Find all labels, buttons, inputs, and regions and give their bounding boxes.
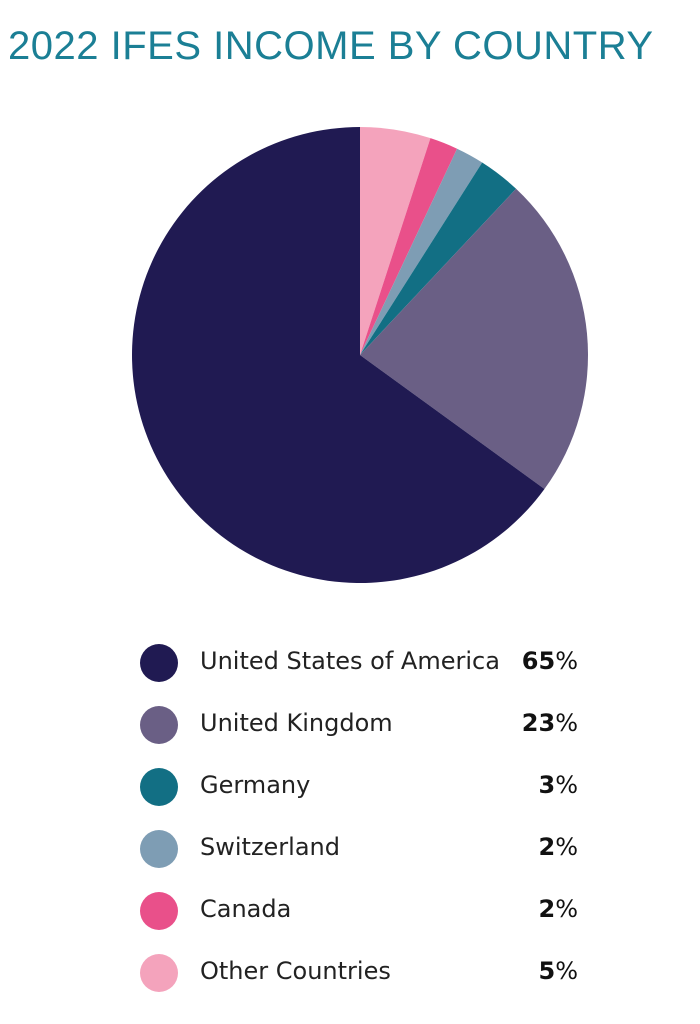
legend-value-germany: 3% bbox=[538, 771, 578, 799]
pie-slice-germany bbox=[360, 162, 517, 355]
legend-swatch-canada bbox=[140, 892, 178, 930]
legend-item-switzerland: Switzerland 2% bbox=[140, 818, 580, 880]
legend-label-germany: Germany bbox=[200, 771, 311, 799]
legend-swatch-other bbox=[140, 954, 178, 992]
legend-label-uk: United Kingdom bbox=[200, 709, 393, 737]
pie-slice-uk bbox=[360, 188, 589, 490]
legend-value-other: 5% bbox=[538, 957, 578, 985]
legend-unit-uk: % bbox=[555, 709, 578, 737]
legend-swatch-uk bbox=[140, 706, 178, 744]
legend-number-germany: 3 bbox=[538, 771, 556, 799]
legend-item-uk: United Kingdom 23% bbox=[140, 694, 580, 756]
legend-label-switzerland: Switzerland bbox=[200, 833, 340, 861]
legend-item-canada: Canada 2% bbox=[140, 880, 580, 942]
legend-unit-canada: % bbox=[555, 895, 578, 923]
legend-item-usa: United States of America 65% bbox=[140, 632, 580, 694]
pie-slice-switzerland bbox=[360, 148, 483, 355]
legend-value-canada: 2% bbox=[538, 895, 578, 923]
legend-item-other: Other Countries 5% bbox=[140, 942, 580, 1004]
legend-unit-usa: % bbox=[555, 647, 578, 675]
legend-unit-other: % bbox=[555, 957, 578, 985]
pie-slice-other bbox=[360, 127, 431, 355]
legend-number-switzerland: 2 bbox=[538, 833, 556, 861]
legend-value-switzerland: 2% bbox=[538, 833, 578, 861]
legend-number-usa: 65 bbox=[521, 647, 556, 675]
legend-value-usa: 65% bbox=[522, 647, 578, 675]
legend-unit-switzerland: % bbox=[555, 833, 578, 861]
pie-slice-usa bbox=[132, 127, 545, 583]
legend-label-usa: United States of America bbox=[200, 647, 500, 675]
legend-number-other: 5 bbox=[538, 957, 556, 985]
legend-number-canada: 2 bbox=[538, 895, 556, 923]
legend-unit-germany: % bbox=[555, 771, 578, 799]
pie-chart bbox=[132, 127, 589, 583]
legend-item-germany: Germany 3% bbox=[140, 756, 580, 818]
legend-swatch-switzerland bbox=[140, 830, 178, 868]
chart-title: 2022 IFES INCOME BY COUNTRY bbox=[8, 24, 654, 68]
legend-number-uk: 23 bbox=[521, 709, 556, 737]
legend-value-uk: 23% bbox=[522, 709, 578, 737]
legend-label-other: Other Countries bbox=[200, 957, 391, 985]
legend-swatch-usa bbox=[140, 644, 178, 682]
pie-slice-canada bbox=[360, 138, 458, 355]
legend-label-canada: Canada bbox=[200, 895, 292, 923]
chart-legend: United States of America 65% United King… bbox=[140, 632, 580, 1004]
legend-swatch-germany bbox=[140, 768, 178, 806]
